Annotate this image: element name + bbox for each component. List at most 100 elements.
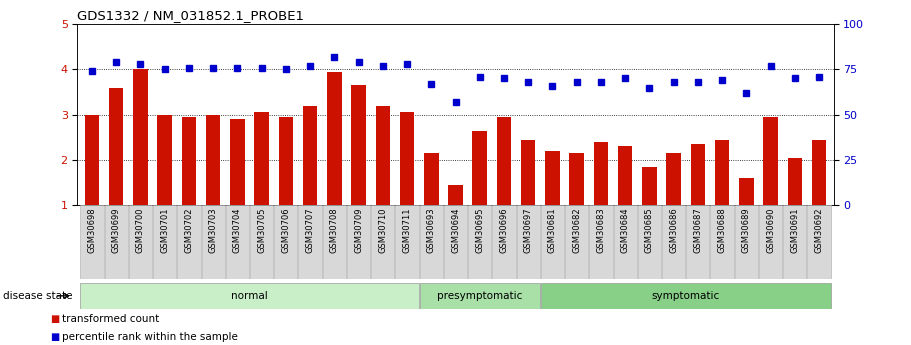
Bar (763, 117, 778, 205)
Bar (400, 112, 415, 205)
Text: ■: ■ (50, 332, 59, 342)
Text: GSM30698: GSM30698 (87, 207, 97, 253)
Text: GSM30694: GSM30694 (451, 207, 460, 253)
Bar (105, 205, 128, 279)
Text: GSM30695: GSM30695 (476, 207, 485, 253)
Bar (541, 283, 831, 309)
Bar (420, 283, 540, 309)
Bar (496, 117, 511, 205)
Bar (666, 153, 681, 205)
Bar (545, 151, 559, 205)
Text: GSM30704: GSM30704 (233, 207, 242, 253)
Text: disease state: disease state (3, 291, 72, 301)
Bar (759, 205, 783, 279)
Bar (468, 205, 491, 279)
Bar (715, 140, 730, 205)
Bar (594, 142, 609, 205)
Bar (711, 205, 733, 279)
Text: GDS1332 / NM_031852.1_PROBE1: GDS1332 / NM_031852.1_PROBE1 (77, 9, 304, 22)
Text: GSM30703: GSM30703 (209, 207, 218, 253)
Text: GSM30683: GSM30683 (597, 207, 606, 253)
Bar (589, 205, 612, 279)
Bar (109, 88, 124, 205)
Bar (226, 205, 249, 279)
Text: normal: normal (231, 291, 268, 301)
Text: GSM30701: GSM30701 (160, 207, 169, 253)
Bar (691, 144, 705, 205)
Bar (347, 205, 370, 279)
Bar (327, 72, 342, 205)
Text: GSM30692: GSM30692 (814, 207, 824, 253)
Bar (473, 130, 487, 205)
Bar (254, 112, 269, 205)
Bar (739, 178, 753, 205)
Bar (686, 205, 710, 279)
Text: GSM30689: GSM30689 (742, 207, 751, 253)
Bar (206, 115, 220, 205)
Bar (517, 205, 540, 279)
Bar (783, 205, 806, 279)
Bar (352, 85, 366, 205)
Bar (541, 205, 564, 279)
Bar (420, 205, 443, 279)
Bar (492, 205, 516, 279)
Bar (178, 205, 200, 279)
Text: GSM30710: GSM30710 (378, 207, 387, 253)
Bar (302, 106, 317, 205)
Bar (279, 117, 293, 205)
Bar (662, 205, 685, 279)
Text: GSM30696: GSM30696 (499, 207, 508, 253)
Bar (322, 205, 346, 279)
Bar (521, 140, 536, 205)
Text: GSM30707: GSM30707 (305, 207, 314, 253)
Bar (444, 205, 467, 279)
Bar (395, 205, 419, 279)
Text: GSM30711: GSM30711 (403, 207, 412, 253)
Bar (85, 115, 99, 205)
Bar (250, 205, 273, 279)
Bar (569, 153, 584, 205)
Text: GSM30681: GSM30681 (548, 207, 557, 253)
Bar (424, 153, 438, 205)
Text: ■: ■ (50, 314, 59, 324)
Text: GSM30690: GSM30690 (766, 207, 775, 253)
Text: GSM30688: GSM30688 (718, 207, 727, 253)
Text: GSM30682: GSM30682 (572, 207, 581, 253)
Bar (299, 205, 322, 279)
Bar (80, 205, 104, 279)
Bar (812, 140, 826, 205)
Bar (153, 205, 177, 279)
Text: GSM30699: GSM30699 (112, 207, 121, 253)
Text: GSM30686: GSM30686 (669, 207, 678, 253)
Text: presymptomatic: presymptomatic (437, 291, 522, 301)
Bar (201, 205, 225, 279)
Text: GSM30685: GSM30685 (645, 207, 654, 253)
Text: GSM30705: GSM30705 (257, 207, 266, 253)
Bar (274, 205, 298, 279)
Bar (642, 167, 657, 205)
Bar (371, 205, 394, 279)
Text: GSM30684: GSM30684 (620, 207, 630, 253)
Bar (613, 205, 637, 279)
Bar (448, 185, 463, 205)
Text: percentile rank within the sample: percentile rank within the sample (62, 332, 238, 342)
Bar (375, 106, 390, 205)
Bar (230, 119, 245, 205)
Text: GSM30700: GSM30700 (136, 207, 145, 253)
Text: GSM30693: GSM30693 (426, 207, 435, 253)
Text: GSM30709: GSM30709 (354, 207, 363, 253)
Bar (133, 69, 148, 205)
Bar (734, 205, 758, 279)
Bar (158, 115, 172, 205)
Bar (128, 205, 152, 279)
Text: GSM30708: GSM30708 (330, 207, 339, 253)
Text: symptomatic: symptomatic (651, 291, 720, 301)
Text: GSM30697: GSM30697 (524, 207, 533, 253)
Bar (181, 117, 196, 205)
Bar (807, 205, 831, 279)
Bar (638, 205, 661, 279)
Bar (565, 205, 589, 279)
Bar (618, 146, 632, 205)
Bar (787, 158, 802, 205)
Text: GSM30691: GSM30691 (790, 207, 799, 253)
